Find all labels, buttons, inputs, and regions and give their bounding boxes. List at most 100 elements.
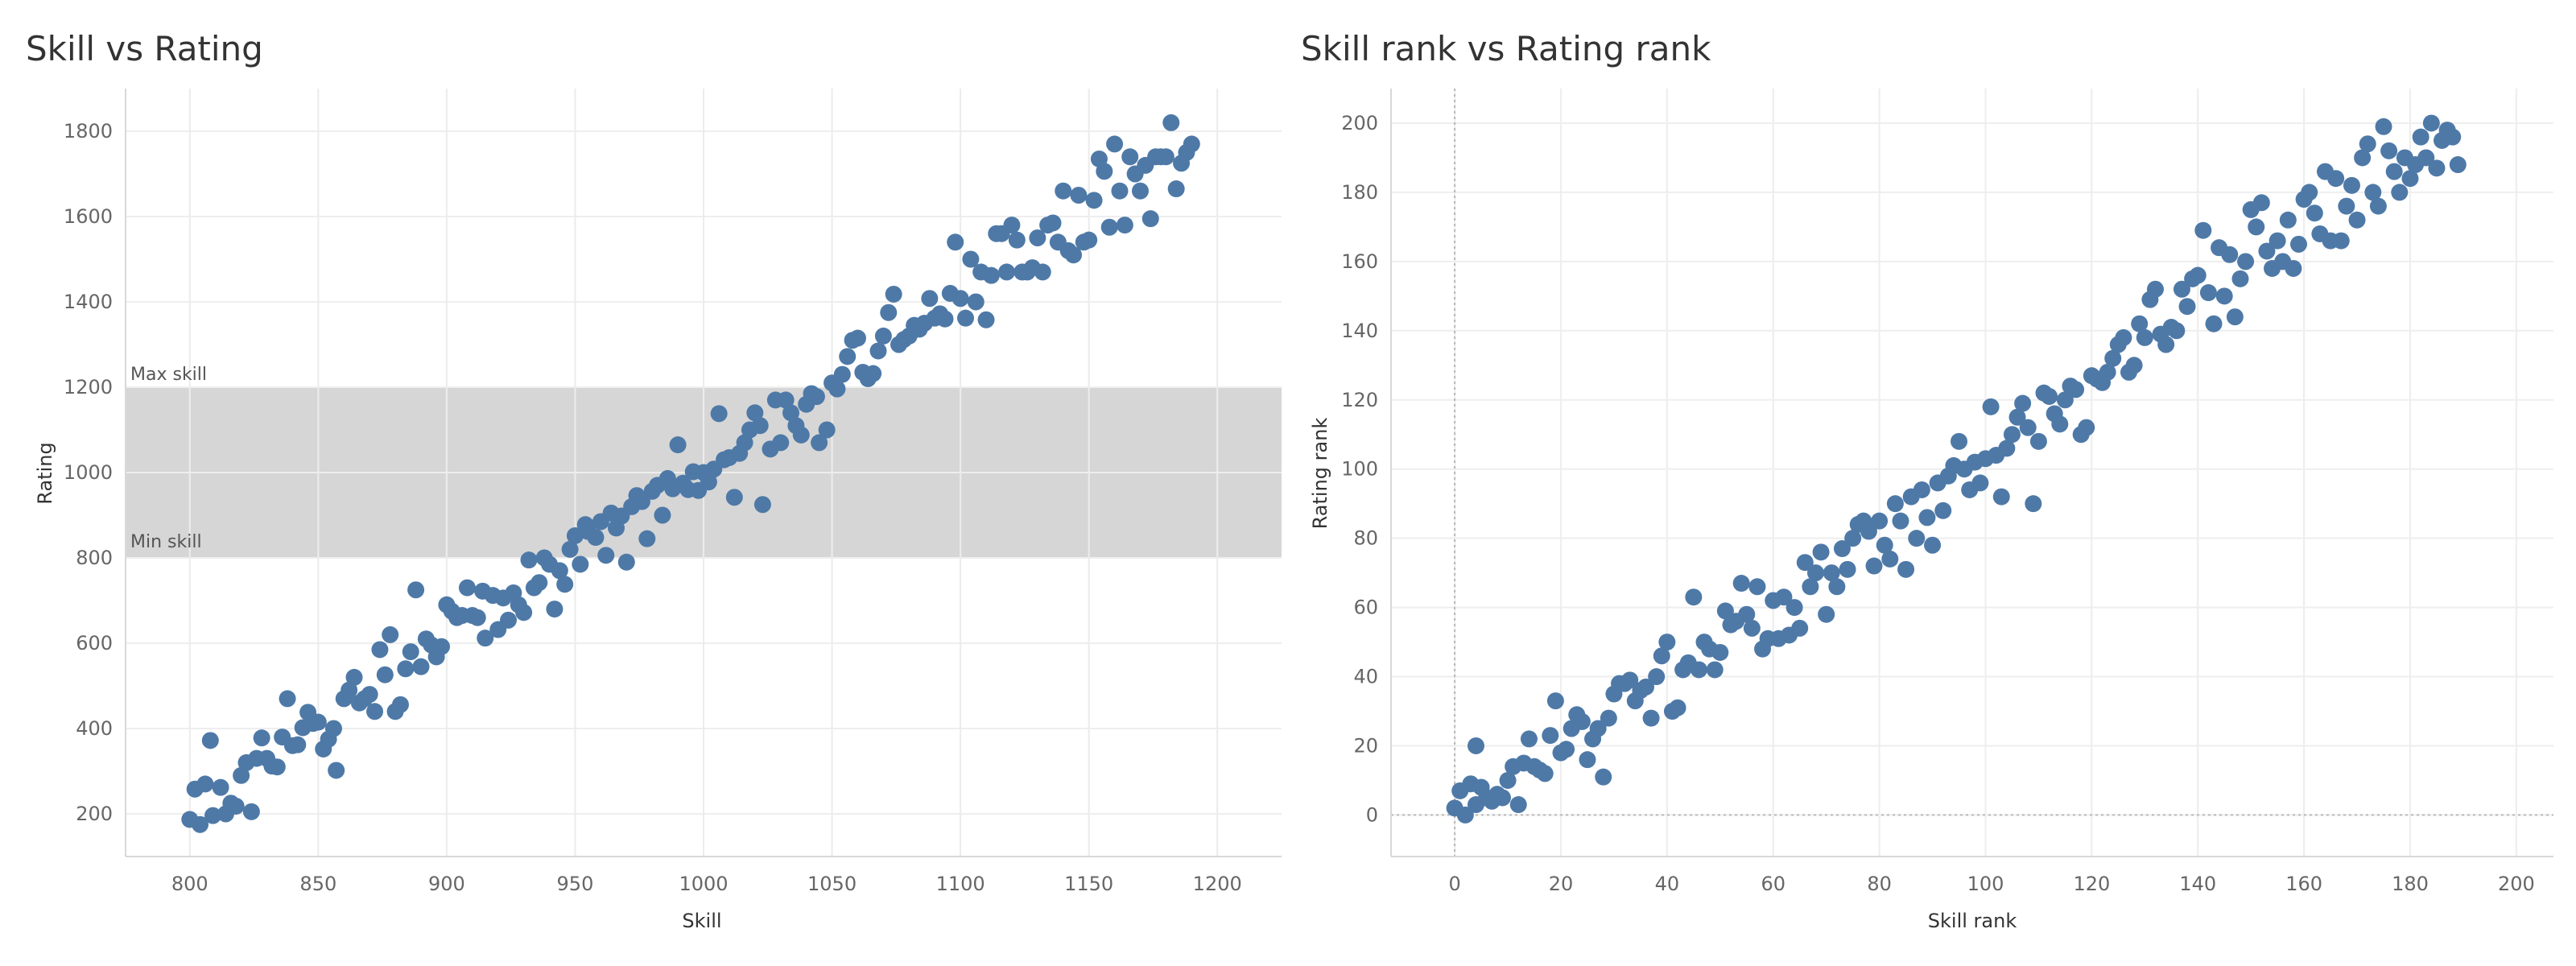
data-point-rank-vs-rank[interactable] (1924, 536, 1942, 554)
data-point-rank-vs-rank[interactable] (2215, 287, 2233, 305)
data-point-rank-vs-rank[interactable] (1642, 709, 1660, 727)
data-point-rank-vs-rank[interactable] (2375, 118, 2392, 135)
data-point-skill-vs-rating[interactable] (669, 436, 687, 454)
data-point-skill-vs-rating[interactable] (710, 405, 728, 423)
data-point-rank-vs-rank[interactable] (1520, 730, 1538, 748)
data-point-rank-vs-rank[interactable] (2051, 415, 2069, 433)
data-point-skill-vs-rating[interactable] (1111, 182, 1129, 200)
data-point-rank-vs-rank[interactable] (1456, 806, 1474, 824)
data-point-skill-vs-rating[interactable] (880, 303, 898, 321)
data-point-skill-vs-rating[interactable] (515, 604, 533, 621)
data-point-rank-vs-rank[interactable] (1918, 509, 1936, 526)
data-point-rank-vs-rank[interactable] (2078, 419, 2095, 436)
data-point-rank-vs-rank[interactable] (2173, 280, 2190, 298)
data-point-skill-vs-rating[interactable] (1183, 135, 1200, 153)
data-point-skill-vs-rating[interactable] (324, 720, 342, 737)
data-point-skill-vs-rating[interactable] (279, 690, 296, 708)
data-point-skill-vs-rating[interactable] (772, 434, 790, 452)
data-point-skill-vs-rating[interactable] (289, 736, 307, 753)
data-point-skill-vs-rating[interactable] (1080, 231, 1098, 249)
data-point-rank-vs-rank[interactable] (2194, 221, 2212, 239)
data-point-rank-vs-rank[interactable] (1621, 671, 1639, 689)
data-point-skill-vs-rating[interactable] (633, 493, 650, 510)
data-point-rank-vs-rank[interactable] (1637, 678, 1654, 696)
data-point-rank-vs-rank[interactable] (2221, 246, 2239, 263)
data-point-rank-vs-rank[interactable] (1791, 619, 1809, 637)
data-point-rank-vs-rank[interactable] (1493, 789, 1511, 807)
data-point-rank-vs-rank[interactable] (2189, 266, 2207, 284)
data-point-rank-vs-rank[interactable] (2008, 408, 2026, 426)
data-point-rank-vs-rank[interactable] (1982, 398, 2000, 415)
data-point-rank-vs-rank[interactable] (2268, 232, 2286, 250)
data-point-skill-vs-rating[interactable] (865, 365, 882, 382)
data-point-rank-vs-rank[interactable] (1934, 502, 1952, 519)
data-point-rank-vs-rank[interactable] (1998, 440, 2016, 457)
data-point-rank-vs-rank[interactable] (1865, 557, 1883, 575)
data-point-rank-vs-rank[interactable] (2157, 336, 2175, 353)
data-point-skill-vs-rating[interactable] (1034, 263, 1051, 281)
data-point-rank-vs-rank[interactable] (2136, 328, 2153, 346)
data-point-rank-vs-rank[interactable] (2412, 128, 2429, 146)
data-point-rank-vs-rank[interactable] (1828, 578, 1846, 596)
data-point-rank-vs-rank[interactable] (2279, 211, 2297, 229)
data-point-skill-vs-rating[interactable] (402, 643, 419, 661)
data-point-rank-vs-rank[interactable] (2385, 163, 2403, 180)
data-point-skill-vs-rating[interactable] (977, 311, 995, 328)
data-point-rank-vs-rank[interactable] (2226, 308, 2244, 326)
data-point-skill-vs-rating[interactable] (807, 388, 825, 406)
data-point-rank-vs-rank[interactable] (1775, 588, 1793, 606)
data-point-rank-vs-rank[interactable] (2237, 253, 2255, 270)
data-point-rank-vs-rank[interactable] (1833, 540, 1851, 558)
data-point-rank-vs-rank[interactable] (1892, 512, 1909, 530)
data-point-skill-vs-rating[interactable] (458, 579, 476, 597)
data-point-skill-vs-rating[interactable] (782, 404, 799, 422)
data-point-skill-vs-rating[interactable] (551, 562, 568, 580)
data-point-skill-vs-rating[interactable] (328, 762, 345, 779)
data-point-skill-vs-rating[interactable] (204, 807, 221, 824)
data-point-rank-vs-rank[interactable] (1844, 530, 1862, 547)
data-point-skill-vs-rating[interactable] (617, 553, 635, 571)
data-point-rank-vs-rank[interactable] (2301, 184, 2318, 201)
data-point-skill-vs-rating[interactable] (1100, 218, 1118, 236)
data-point-rank-vs-rank[interactable] (2231, 270, 2249, 287)
data-point-rank-vs-rank[interactable] (1669, 699, 1686, 716)
data-point-skill-vs-rating[interactable] (792, 426, 810, 444)
data-point-rank-vs-rank[interactable] (2178, 298, 2196, 316)
data-point-rank-vs-rank[interactable] (2332, 232, 2350, 250)
data-point-skill-vs-rating[interactable] (947, 233, 964, 251)
data-point-skill-vs-rating[interactable] (811, 434, 828, 452)
data-point-skill-vs-rating[interactable] (1121, 148, 1139, 166)
data-point-skill-vs-rating[interactable] (192, 815, 209, 833)
data-point-rank-vs-rank[interactable] (2364, 184, 2382, 201)
data-point-rank-vs-rank[interactable] (2146, 280, 2164, 298)
data-point-skill-vs-rating[interactable] (638, 530, 656, 547)
data-point-skill-vs-rating[interactable] (936, 310, 954, 328)
data-point-rank-vs-rank[interactable] (1802, 578, 1819, 596)
data-point-skill-vs-rating[interactable] (654, 506, 671, 524)
data-point-skill-vs-rating[interactable] (345, 668, 363, 686)
data-point-skill-vs-rating[interactable] (833, 365, 851, 383)
data-point-skill-vs-rating[interactable] (556, 576, 574, 593)
data-point-rank-vs-rank[interactable] (2067, 381, 2085, 398)
data-point-skill-vs-rating[interactable] (828, 380, 846, 398)
data-point-skill-vs-rating[interactable] (1008, 231, 1026, 249)
data-point-rank-vs-rank[interactable] (1573, 712, 1591, 730)
data-point-rank-vs-rank[interactable] (1785, 599, 1803, 617)
data-point-rank-vs-rank[interactable] (1913, 481, 1930, 498)
data-point-rank-vs-rank[interactable] (2205, 315, 2223, 332)
data-point-rank-vs-rank[interactable] (2369, 197, 2387, 215)
data-point-rank-vs-rank[interactable] (2168, 322, 2186, 340)
data-point-rank-vs-rank[interactable] (1558, 741, 1575, 758)
data-point-skill-vs-rating[interactable] (998, 263, 1016, 281)
data-point-rank-vs-rank[interactable] (2056, 391, 2074, 409)
data-point-skill-vs-rating[interactable] (530, 574, 548, 592)
data-point-skill-vs-rating[interactable] (469, 609, 486, 626)
data-point-rank-vs-rank[interactable] (2380, 142, 2398, 159)
data-point-rank-vs-rank[interactable] (2252, 194, 2270, 212)
data-point-rank-vs-rank[interactable] (2003, 426, 2021, 444)
data-point-skill-vs-rating[interactable] (309, 713, 327, 731)
data-point-skill-vs-rating[interactable] (956, 309, 974, 327)
data-point-skill-vs-rating[interactable] (967, 293, 985, 311)
data-point-skill-vs-rating[interactable] (1065, 246, 1083, 264)
data-point-rank-vs-rank[interactable] (1796, 554, 1814, 572)
